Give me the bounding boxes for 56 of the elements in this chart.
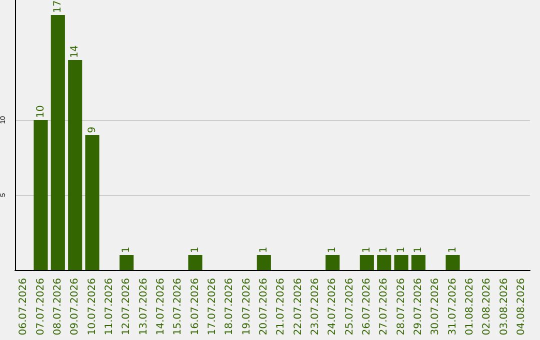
x-tick-label: 08.07.2026 [52, 278, 64, 336]
x-tick-label: 14.07.2026 [155, 278, 166, 336]
bar [85, 135, 100, 270]
data-label: 1 [378, 246, 390, 253]
x-tick-label: 21.07.2026 [276, 278, 287, 336]
bar [50, 15, 65, 270]
x-tick-label: 04.08.2026 [516, 278, 527, 336]
data-label: 17 [52, 0, 64, 13]
x-tick-label: 22.07.2026 [292, 278, 304, 336]
data-label: 1 [190, 246, 201, 253]
x-tick-label: 11.07.2026 [104, 278, 115, 336]
x-tick-label: 24.07.2026 [327, 278, 338, 336]
data-label: 10 [35, 105, 46, 118]
data-label: 1 [121, 246, 132, 253]
data-label: 9 [86, 126, 98, 133]
bar [188, 255, 202, 270]
x-tick-label: 25.07.2026 [344, 278, 356, 336]
data-label: 1 [447, 246, 458, 253]
bar [326, 255, 340, 270]
x-tick-label: 28.07.2026 [396, 278, 407, 336]
x-tick-label: 31.07.2026 [447, 278, 458, 336]
data-label: 1 [412, 246, 424, 253]
x-tick-label: 03.08.2026 [498, 278, 510, 336]
bar [377, 255, 392, 270]
x-tick-label: 30.07.2026 [430, 278, 442, 336]
x-tick-label: 13.07.2026 [138, 278, 150, 336]
bar [34, 120, 48, 270]
x-tick-label: 23.07.2026 [310, 278, 321, 336]
x-tick-label: 17.07.2026 [206, 278, 218, 336]
x-tick-label: 15.07.2026 [172, 278, 184, 336]
bar [68, 60, 82, 270]
x-tick-label: 20.07.2026 [258, 278, 270, 336]
x-tick-label: 16.07.2026 [190, 278, 201, 336]
data-label: 1 [396, 246, 407, 253]
bar [360, 255, 374, 270]
x-tick-label: 06.07.2026 [18, 278, 30, 336]
x-tick-label: 18.07.2026 [224, 278, 236, 336]
bar [394, 255, 408, 270]
x-tick-label: 12.07.2026 [121, 278, 132, 336]
data-label: 1 [258, 246, 270, 253]
data-label: 1 [361, 246, 372, 253]
x-tick-label: 29.07.2026 [412, 278, 424, 336]
bar [256, 255, 271, 270]
x-tick-label: 10.07.2026 [86, 278, 98, 336]
x-tick-label: 26.07.2026 [361, 278, 372, 336]
x-tick-label: 07.07.2026 [35, 278, 46, 336]
x-tick-label: 01.08.2026 [464, 278, 476, 336]
x-tick-label: 02.08.2026 [482, 278, 493, 336]
data-label: 14 [70, 45, 81, 58]
bar [120, 255, 134, 270]
bar [411, 255, 426, 270]
data-label: 1 [327, 246, 338, 253]
x-tick-label: 09.07.2026 [70, 278, 81, 336]
bar [446, 255, 460, 270]
x-tick-label: 19.07.2026 [241, 278, 252, 336]
x-tick-label: 27.07.2026 [378, 278, 390, 336]
